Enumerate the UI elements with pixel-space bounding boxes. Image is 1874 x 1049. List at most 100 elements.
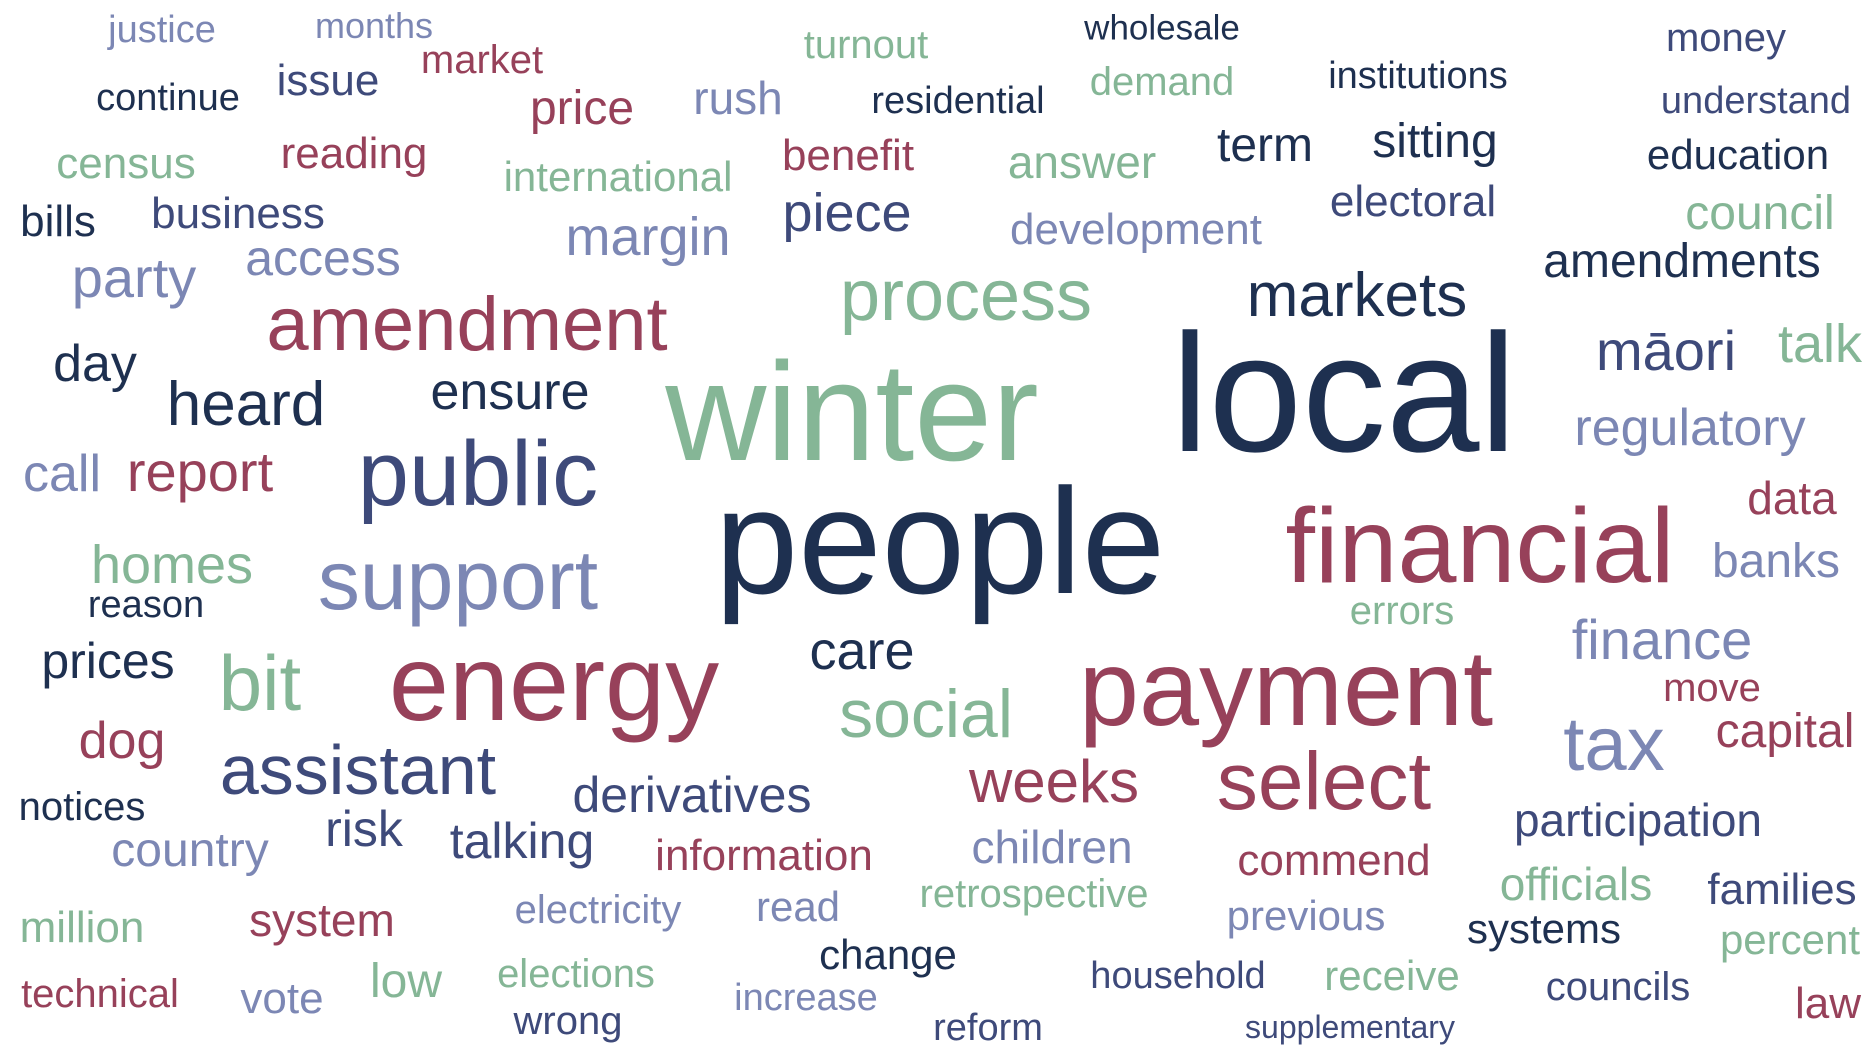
word-reform: reform	[933, 1007, 1043, 1049]
word-bills: bills	[20, 197, 96, 246]
word-system: system	[249, 894, 395, 946]
word-councils: councils	[1545, 965, 1691, 1009]
word-international: international	[503, 153, 733, 200]
word-commend: commend	[1237, 836, 1431, 885]
word-council: council	[1685, 187, 1835, 240]
word-continue: continue	[96, 77, 240, 119]
word-social: social	[839, 676, 1013, 752]
word-officials: officials	[1499, 858, 1653, 910]
word-sitting: sitting	[1372, 115, 1498, 168]
word-prices: prices	[41, 633, 175, 689]
word-families: families	[1707, 865, 1857, 914]
word-notices: notices	[18, 785, 146, 829]
word-people: people	[714, 457, 1166, 625]
word-reading: reading	[280, 129, 428, 178]
word-wrong: wrong	[513, 999, 623, 1043]
word-markets: markets	[1246, 261, 1468, 330]
word-party: party	[71, 246, 197, 309]
word-systems: systems	[1466, 905, 1622, 952]
word-technical: technical	[21, 972, 179, 1016]
word-piece: piece	[782, 183, 912, 243]
word-tax: tax	[1563, 702, 1665, 787]
word-development: development	[1010, 205, 1262, 254]
word-institutions: institutions	[1328, 55, 1508, 97]
word-children: children	[971, 821, 1133, 873]
word-public: public	[357, 423, 599, 525]
word-elections: elections	[497, 952, 655, 996]
word-participation: participation	[1513, 794, 1763, 846]
word-amendments: amendments	[1543, 235, 1821, 288]
word-risk: risk	[325, 801, 403, 857]
word-retrospective: retrospective	[919, 872, 1149, 916]
word-low: low	[369, 955, 443, 1008]
word-weeks: weeks	[968, 748, 1140, 815]
word-business: business	[151, 189, 325, 238]
word-months: months	[314, 5, 434, 46]
word-data: data	[1747, 472, 1837, 524]
word-read: read	[755, 883, 841, 930]
word-previous: previous	[1226, 892, 1386, 939]
word-supplementary: supplementary	[1245, 1009, 1455, 1045]
word-increase: increase	[734, 977, 878, 1019]
word-talk: talk	[1777, 314, 1863, 374]
word-talking: talking	[449, 813, 595, 869]
word-vote: vote	[240, 974, 324, 1023]
word-market: market	[420, 38, 544, 82]
word-banks: banks	[1711, 535, 1841, 588]
word-census: census	[56, 139, 196, 188]
word-benefit: benefit	[781, 131, 915, 180]
word-law: law	[1794, 979, 1862, 1028]
word-financial: financial	[1285, 487, 1675, 605]
word-turnout: turnout	[803, 23, 929, 67]
word-reason: reason	[87, 584, 205, 626]
word-price: price	[529, 82, 635, 135]
word-select: select	[1216, 736, 1432, 827]
word-report: report	[126, 440, 274, 503]
word-wholesale: wholesale	[1084, 8, 1240, 48]
word-electricity: electricity	[514, 888, 682, 932]
word-margin: margin	[565, 207, 731, 267]
word-receive: receive	[1324, 952, 1460, 999]
word-million: million	[19, 903, 145, 952]
word-information: information	[655, 831, 873, 880]
word-change: change	[819, 931, 957, 978]
word-access: access	[245, 230, 401, 286]
word-term: term	[1217, 119, 1313, 172]
word-rush: rush	[693, 72, 783, 124]
word-issue: issue	[276, 56, 380, 105]
word-support: support	[317, 533, 599, 627]
word-heard: heard	[166, 370, 326, 439]
word-ensure: ensure	[430, 363, 590, 421]
word-understand: understand	[1660, 80, 1852, 122]
word-amendment: amendment	[266, 282, 668, 367]
word-capital: capital	[1715, 705, 1855, 758]
word-dog: dog	[78, 712, 166, 770]
word-call: call	[22, 445, 102, 503]
word-justice: justice	[108, 9, 216, 51]
word-assistant: assistant	[219, 731, 497, 809]
word-derivatives: derivatives	[572, 767, 812, 823]
word-household: household	[1090, 955, 1266, 997]
word-money: money	[1665, 16, 1787, 60]
word-energy: energy	[388, 622, 720, 743]
word-country: country	[111, 824, 269, 877]
word-education: education	[1646, 131, 1830, 178]
word-electoral: electoral	[1329, 177, 1497, 226]
word-errors: errors	[1349, 589, 1455, 633]
word-bit: bit	[218, 639, 302, 727]
word-payment: payment	[1078, 627, 1494, 748]
word-answer: answer	[1007, 136, 1157, 188]
word-process: process	[839, 256, 1093, 336]
word-day: day	[53, 335, 137, 393]
word-homes: homes	[90, 535, 254, 595]
word-move: move	[1663, 666, 1761, 710]
word-percent: percent	[1719, 916, 1861, 963]
word-finance: finance	[1571, 608, 1753, 671]
word-maori: māori	[1595, 319, 1737, 382]
word-regulatory: regulatory	[1574, 399, 1806, 457]
word-care: care	[809, 621, 915, 681]
word-residential: residential	[871, 80, 1045, 122]
word-winter: winter	[665, 333, 1039, 490]
word-local: local	[1171, 299, 1517, 487]
